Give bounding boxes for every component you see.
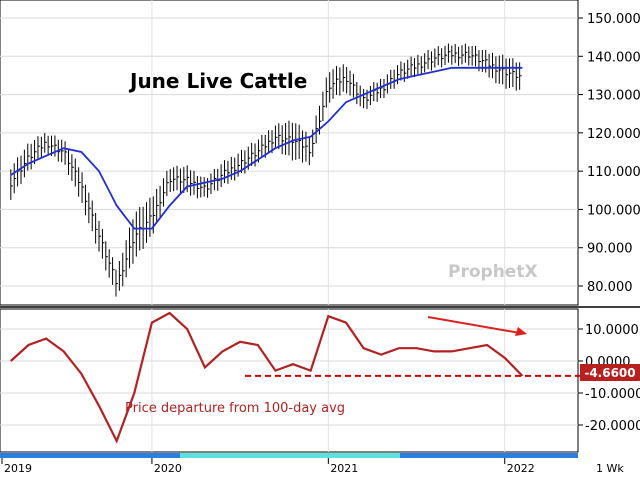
x-tick-label: 2022 [507,462,535,475]
x-tick-label: 2019 [4,462,32,475]
y-tick-label: -10.0000 [585,387,640,402]
trend-arrow-shaft [427,316,521,334]
y-tick-label: 120.000 [587,127,640,142]
y-tick-label: 130.000 [587,89,640,104]
x-tick-label: 2021 [330,462,358,475]
y-tick-label: 150.000 [587,12,640,27]
period-label: 1 Wk [596,462,624,475]
y-tick-label: 110.000 [587,165,640,180]
y-tick-label: 100.000 [587,203,640,218]
time-band-highlight [180,453,400,458]
y-tick-label: 90.000 [587,242,633,257]
price-grid [0,0,578,305]
price-y-axis: 80.000 90.000 100.000 110.000 120.000 130.000… [578,12,640,295]
x-tick-label: 2020 [154,462,182,475]
oscillator-annotation: Price departure from 100-day avg [125,401,345,416]
chart-title: June Live Cattle [128,69,307,93]
current-value-text: -4.6600 [584,366,635,380]
moving-average-line [10,66,523,230]
prophetx-watermark: ProphetX [448,262,538,282]
current-value-badge [580,364,640,381]
y-tick-label: -20.0000 [585,419,640,434]
oscillator-grid [0,309,578,452]
y-tick-label: 10.0000 [585,323,639,338]
departure-line [10,311,524,444]
trend-arrow-head [515,327,527,336]
y-tick-label: 80.000 [587,280,633,295]
y-tick-label: 140.000 [587,50,640,65]
oscillator-panel-frame [0,308,579,453]
time-axis: 2019 2020 2021 2022 [1,458,535,475]
